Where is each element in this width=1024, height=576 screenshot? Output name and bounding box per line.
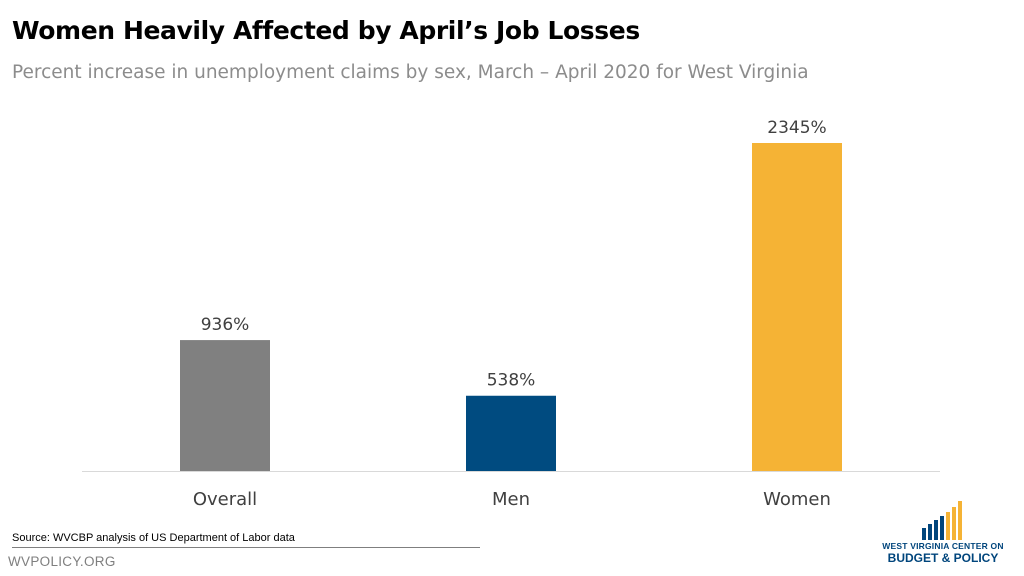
logo-text-line1: WEST VIRGINIA CENTER ON [882,541,1004,551]
bar-women [752,143,842,471]
website-label: WVPOLICY.ORG [8,554,116,569]
data-label-women: 2345% [767,118,826,138]
chart-title: Women Heavily Affected by April’s Job Lo… [12,16,640,45]
bar-chart: 936% Overall 538% Men 2345% Women [82,118,940,510]
data-label-men: 538% [487,371,536,391]
data-label-overall: 936% [201,315,250,335]
source-divider [12,547,480,548]
category-label-overall: Overall [193,489,257,510]
logo-text-line2: BUDGET & POLICY [887,551,999,565]
source-note: Source: WVCBP analysis of US Department … [12,532,295,544]
category-label-men: Men [492,489,530,510]
chart-subtitle: Percent increase in unemployment claims … [12,62,809,83]
bar-men [466,395,556,471]
bar-logo-icon [922,501,962,540]
category-label-women: Women [763,489,831,510]
wvcbp-logo: WEST VIRGINIA CENTER ON BUDGET & POLICY [868,498,1018,570]
bar-overall [180,340,270,471]
